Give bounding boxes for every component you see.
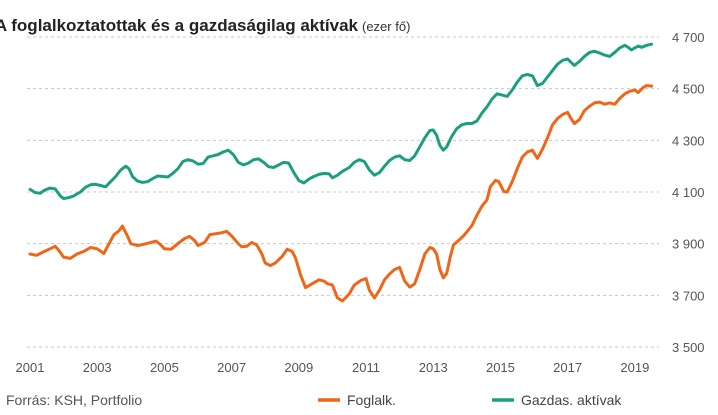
x-tick-label: 2003 [83,360,112,375]
x-tick-label: 2013 [419,360,448,375]
y-tick-label: 4 700 [672,30,705,45]
chart-title-unit: (ezer fő) [362,19,410,34]
source-note: Forrás: KSH, Portfolio [6,392,142,408]
x-tick-label: 2005 [150,360,179,375]
x-axis: 2001 2003 2005 2007 2009 2011 2013 2015 2017 2019 [16,360,650,375]
chart-title: A foglalkoztatottak és a gazdaságilag ak… [0,16,359,35]
y-tick-label: 4 300 [672,133,705,148]
series-line-gazdas [28,42,654,200]
y-tick-label: 3 500 [672,340,705,355]
series-line-foglalk [28,84,654,303]
x-tick-label: 2011 [352,360,380,375]
x-tick-label: 2001 [16,360,45,375]
y-tick-label: 3 900 [672,237,705,252]
x-tick-label: 2019 [620,360,649,375]
y-tick-label: 3 700 [672,288,705,303]
x-tick-label: 2017 [553,360,582,375]
legend-label-foglalk: Foglalk. [347,392,396,408]
legend-label-gazdas: Gazdas. aktívak [521,392,622,408]
x-tick-label: 2007 [217,360,246,375]
y-tick-label: 4 500 [672,82,705,97]
x-tick-label: 2009 [284,360,313,375]
plot-series [28,42,654,303]
y-tick-label: 4 100 [672,185,705,200]
legend: Foglalk. Gazdas. aktívak [318,392,622,408]
y-axis: 3 500 3 700 3 900 4 100 4 300 4 500 4 700 [672,30,705,355]
x-tick-label: 2015 [486,360,515,375]
